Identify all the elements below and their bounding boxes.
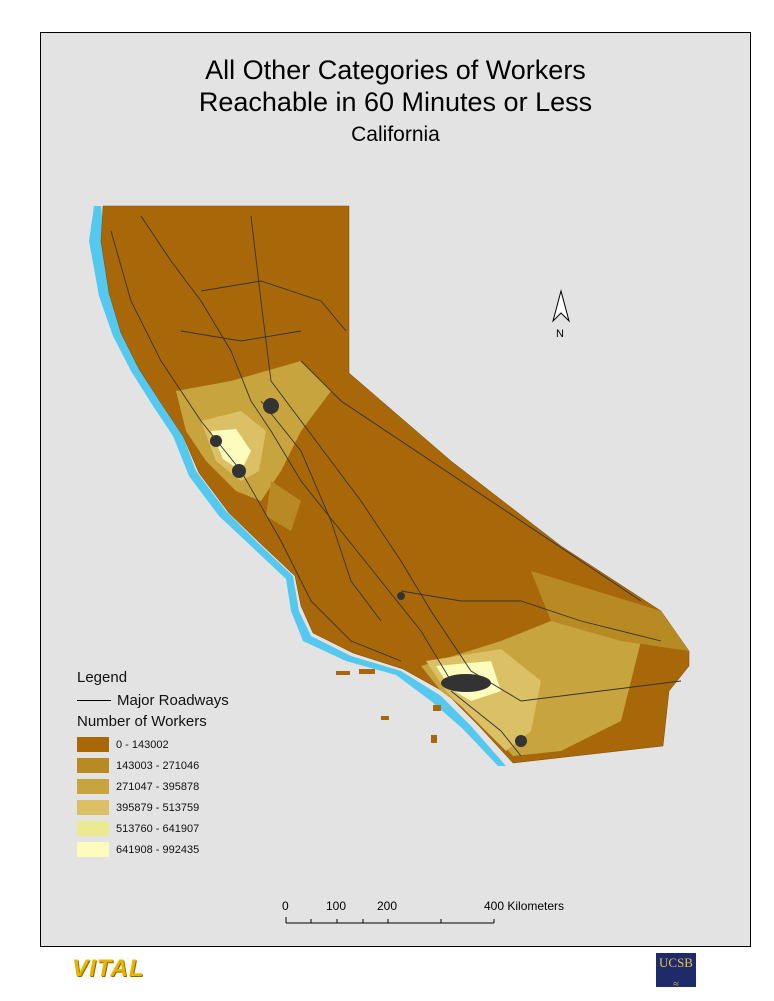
legend-class: 271047 - 395878 xyxy=(77,776,229,797)
legend-class: 513760 - 641907 xyxy=(77,818,229,839)
legend-class: 641908 - 992435 xyxy=(77,839,229,860)
map-frame: All Other Categories of Workers Reachabl… xyxy=(40,32,751,947)
legend-swatch xyxy=(77,737,109,752)
scale-label: 0 xyxy=(282,899,289,913)
legend-swatch xyxy=(77,779,109,794)
map-title-line2: Reachable in 60 Minutes or Less xyxy=(198,87,593,117)
legend: Legend Major Roadways Number of Workers … xyxy=(77,669,229,860)
ucsb-logo: UCSB ≈ xyxy=(656,953,696,990)
north-arrow xyxy=(552,289,570,323)
legend-class-label: 641908 - 992435 xyxy=(116,843,200,856)
north-arrow-label: N xyxy=(556,328,564,340)
legend-swatch xyxy=(77,800,109,815)
scale-label: 400 Kilometers xyxy=(484,899,565,913)
legend-swatch xyxy=(77,842,109,857)
scale-bar xyxy=(285,917,495,924)
road-line-symbol xyxy=(77,700,111,701)
legend-class-label: 143003 - 271046 xyxy=(116,759,200,772)
legend-swatch xyxy=(77,758,109,773)
map-subtitle: California xyxy=(351,123,440,146)
workers-heading: Number of Workers xyxy=(77,713,207,730)
legend-swatch xyxy=(77,821,109,836)
map-title-line1: All Other Categories of Workers xyxy=(205,55,586,85)
legend-class: 395879 - 513759 xyxy=(77,797,229,818)
major-roadways xyxy=(110,215,682,757)
roads-label: Major Roadways xyxy=(117,692,229,709)
scale-label: 200 xyxy=(377,899,398,913)
urban-road-clusters xyxy=(210,398,527,747)
california-map: N xyxy=(89,205,690,924)
legend-class-label: 513760 - 641907 xyxy=(116,822,200,835)
legend-class-label: 271047 - 395878 xyxy=(116,780,200,793)
california-outline xyxy=(100,205,690,764)
legend-class: 143003 - 271046 xyxy=(77,755,229,776)
channel-islands xyxy=(336,669,441,743)
scale-label: 100 xyxy=(326,899,347,913)
legend-roads: Major Roadways xyxy=(77,692,229,709)
vital-logo: VITAL xyxy=(72,955,145,982)
legend-class: 0 - 143002 xyxy=(77,734,229,755)
legend-class-label: 0 - 143002 xyxy=(116,738,169,751)
high-worker-zones xyxy=(176,361,689,756)
legend-class-label: 395879 - 513759 xyxy=(116,801,200,814)
legend-heading: Legend xyxy=(77,669,128,686)
